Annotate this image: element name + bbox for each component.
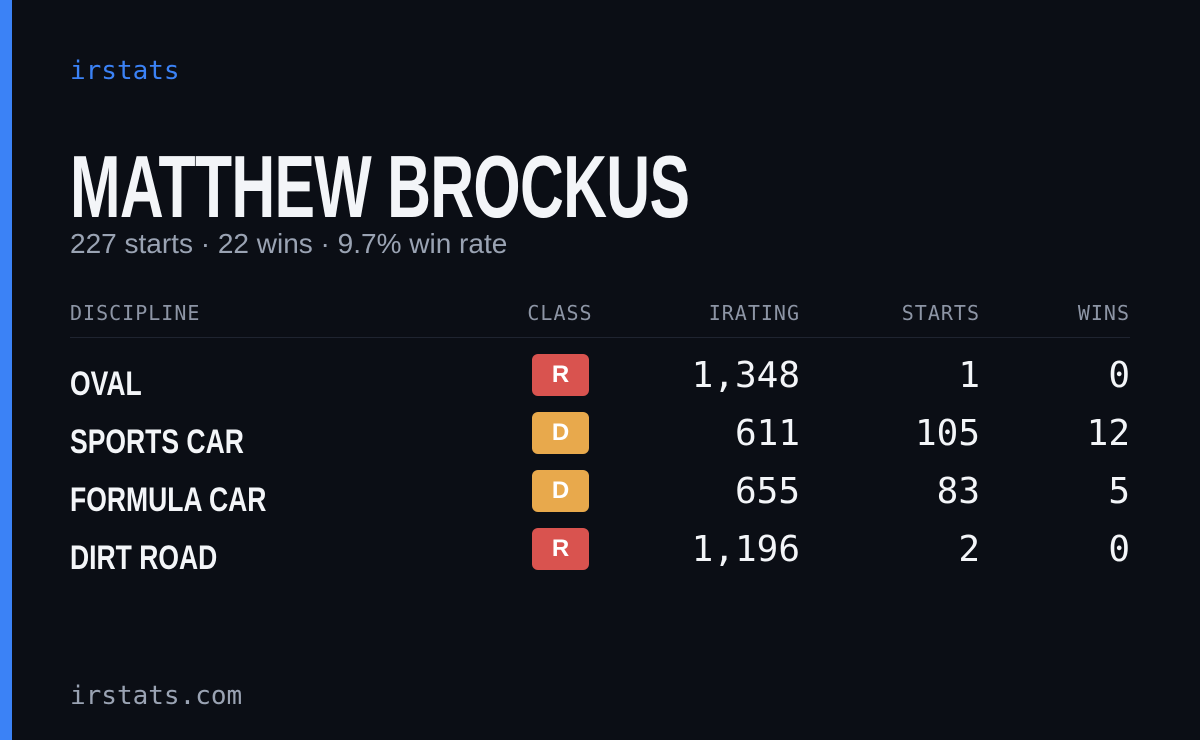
class-badge: R bbox=[532, 354, 589, 396]
irating-value: 611 bbox=[734, 413, 800, 454]
accent-bar bbox=[0, 0, 12, 740]
discipline: OVAL bbox=[70, 365, 142, 403]
column-header: DISCIPLINE bbox=[70, 301, 201, 325]
header-rule bbox=[70, 337, 1130, 338]
column-header: IRATING bbox=[708, 301, 800, 325]
summary: 227 starts · 22 wins · 9.7% win rate bbox=[70, 228, 508, 259]
column-header: STARTS bbox=[901, 301, 980, 325]
wins-value: 5 bbox=[1108, 471, 1130, 512]
discipline: SPORTS CAR bbox=[70, 423, 244, 461]
driver-name: MATTHEW BROCKUS bbox=[70, 137, 690, 236]
wins-value: 12 bbox=[1086, 413, 1130, 454]
starts-value: 83 bbox=[936, 471, 980, 512]
discipline: DIRT ROAD bbox=[70, 539, 218, 577]
class-badge: D bbox=[532, 412, 589, 454]
irating-value: 1,348 bbox=[691, 355, 800, 396]
starts-value: 2 bbox=[958, 529, 980, 570]
brand: irstats bbox=[70, 56, 180, 86]
wins-value: 0 bbox=[1108, 355, 1130, 396]
footer: irstats.com bbox=[70, 681, 243, 711]
class-badge: R bbox=[532, 528, 589, 570]
wins-value: 0 bbox=[1108, 529, 1130, 570]
starts-value: 105 bbox=[914, 413, 980, 454]
irating-value: 655 bbox=[734, 471, 800, 512]
starts-value: 1 bbox=[958, 355, 980, 396]
irating-value: 1,196 bbox=[691, 529, 800, 570]
discipline: FORMULA CAR bbox=[70, 481, 267, 519]
column-header: CLASS bbox=[527, 301, 593, 325]
class-badge: D bbox=[532, 470, 589, 512]
column-header: WINS bbox=[1077, 301, 1130, 325]
